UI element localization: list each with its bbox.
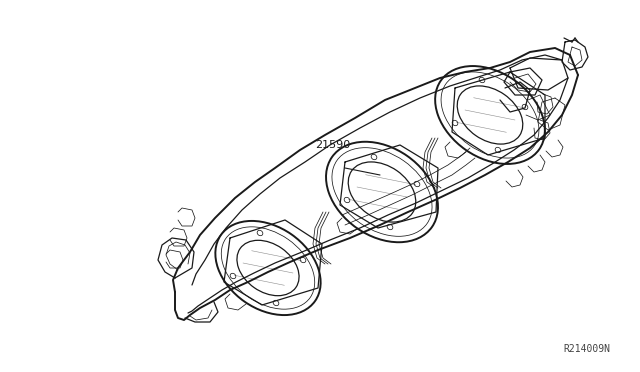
Text: R214009N: R214009N <box>563 344 610 354</box>
Text: 21590: 21590 <box>315 140 350 150</box>
